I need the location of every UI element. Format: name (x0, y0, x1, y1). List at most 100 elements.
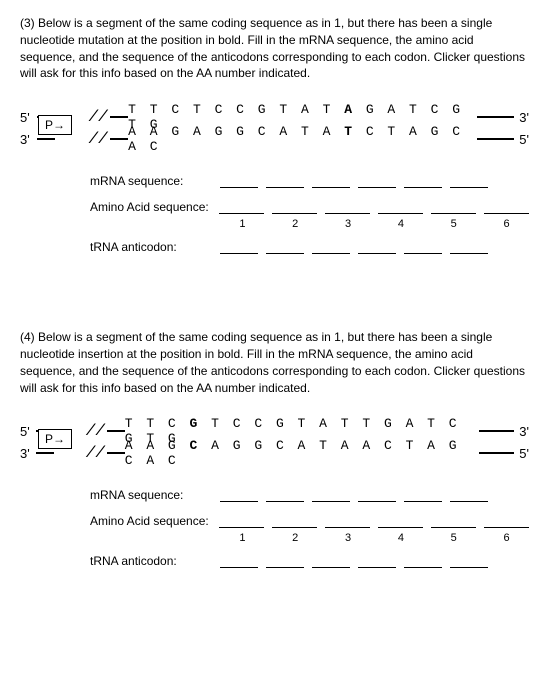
q3-top-3prime: 3' (519, 110, 529, 125)
num: 4 (378, 218, 423, 230)
blank[interactable] (219, 514, 264, 528)
mrna-row: mRNA sequence: (90, 174, 529, 188)
hash-mark: // (89, 130, 108, 148)
line (107, 430, 125, 432)
blank[interactable] (450, 488, 488, 502)
q3-dna-diagram: 5' // T T C T C C G T A T A G A T C G T … (20, 107, 529, 149)
line (36, 452, 54, 454)
blank[interactable] (404, 554, 442, 568)
num: 3 (326, 218, 371, 230)
line (110, 116, 128, 118)
promoter-box: P→ (38, 429, 72, 449)
blank[interactable] (358, 554, 396, 568)
blank[interactable] (272, 514, 317, 528)
q3-bottom-5prime: 5' (519, 132, 529, 147)
line (479, 430, 514, 432)
hash-mark: // (89, 108, 108, 126)
blank[interactable] (220, 240, 258, 254)
q3-text: (3) Below is a segment of the same codin… (20, 15, 529, 82)
num: 2 (273, 218, 318, 230)
blanks (220, 554, 488, 568)
amino-label: Amino Acid sequence: (90, 200, 219, 214)
blank[interactable] (266, 240, 304, 254)
blanks (220, 488, 488, 502)
num: 6 (484, 532, 529, 544)
blanks (220, 174, 488, 188)
q4-bottom-strand: 3' // A A G C A G G C A T A A C T A G C … (20, 443, 529, 463)
blank[interactable] (220, 174, 258, 188)
q3-answers: mRNA sequence: Amino Acid sequence: 1 2 … (90, 174, 529, 254)
blank[interactable] (272, 200, 317, 214)
blanks (219, 514, 529, 528)
num: 4 (378, 532, 423, 544)
amino-row: Amino Acid sequence: (90, 514, 529, 528)
q4-text: (4) Below is a segment of the same codin… (20, 329, 529, 396)
trna-label: tRNA anticodon: (90, 240, 220, 254)
q4-top-5prime: 5' (20, 424, 36, 439)
blank[interactable] (312, 240, 350, 254)
blank[interactable] (266, 554, 304, 568)
blanks (220, 240, 488, 254)
blank[interactable] (450, 554, 488, 568)
q3-bottom-3prime: 3' (20, 132, 37, 147)
blank[interactable] (266, 488, 304, 502)
line (110, 138, 128, 140)
q4-answers: mRNA sequence: Amino Acid sequence: 1 2 … (90, 488, 529, 568)
line (37, 138, 55, 140)
mrna-row: mRNA sequence: (90, 488, 529, 502)
blank[interactable] (450, 174, 488, 188)
line (479, 452, 514, 454)
blank[interactable] (220, 488, 258, 502)
q3-top-5prime: 5' (20, 110, 37, 125)
blank[interactable] (358, 240, 396, 254)
trna-label: tRNA anticodon: (90, 554, 220, 568)
mrna-label: mRNA sequence: (90, 174, 220, 188)
blank[interactable] (325, 514, 370, 528)
amino-label: Amino Acid sequence: (90, 514, 219, 528)
blank[interactable] (378, 514, 423, 528)
blank[interactable] (404, 240, 442, 254)
blank[interactable] (431, 200, 476, 214)
blank[interactable] (450, 240, 488, 254)
num: 1 (220, 218, 265, 230)
q4-dna-diagram: 5' // T T C G T C C G T A T T G A T C G … (20, 421, 529, 463)
blank[interactable] (404, 488, 442, 502)
q4-bottom-5prime: 5' (519, 446, 529, 461)
blank[interactable] (220, 554, 258, 568)
blank[interactable] (266, 174, 304, 188)
blank[interactable] (312, 488, 350, 502)
blank[interactable] (431, 514, 476, 528)
num: 5 (431, 532, 476, 544)
blank[interactable] (378, 200, 423, 214)
blank[interactable] (484, 200, 529, 214)
arrow-icon: → (53, 432, 65, 446)
line (107, 452, 125, 454)
num-row: 1 2 3 4 5 6 (220, 218, 529, 230)
trna-row: tRNA anticodon: (90, 554, 529, 568)
blank[interactable] (404, 174, 442, 188)
blank[interactable] (358, 174, 396, 188)
blank[interactable] (219, 200, 264, 214)
line (477, 116, 514, 118)
blanks (219, 200, 529, 214)
trna-row: tRNA anticodon: (90, 240, 529, 254)
num: 5 (431, 218, 476, 230)
q4-bottom-seq: A A G C A G G C A T A A C T A G C A C (125, 438, 479, 468)
num-row: 1 2 3 4 5 6 (220, 532, 529, 544)
arrow-icon: → (53, 118, 65, 132)
num: 3 (326, 532, 371, 544)
blank[interactable] (484, 514, 529, 528)
amino-row: Amino Acid sequence: (90, 200, 529, 214)
num: 6 (484, 218, 529, 230)
q4-top-3prime: 3' (519, 424, 529, 439)
blank[interactable] (325, 200, 370, 214)
blank[interactable] (312, 554, 350, 568)
num: 2 (273, 532, 318, 544)
blank[interactable] (358, 488, 396, 502)
num: 1 (220, 532, 265, 544)
mrna-label: mRNA sequence: (90, 488, 220, 502)
hash-mark: // (86, 444, 105, 462)
blank[interactable] (312, 174, 350, 188)
q3-bottom-strand: 3' // A A G A G G C A T A T C T A G C A … (20, 129, 529, 149)
line (477, 138, 514, 140)
